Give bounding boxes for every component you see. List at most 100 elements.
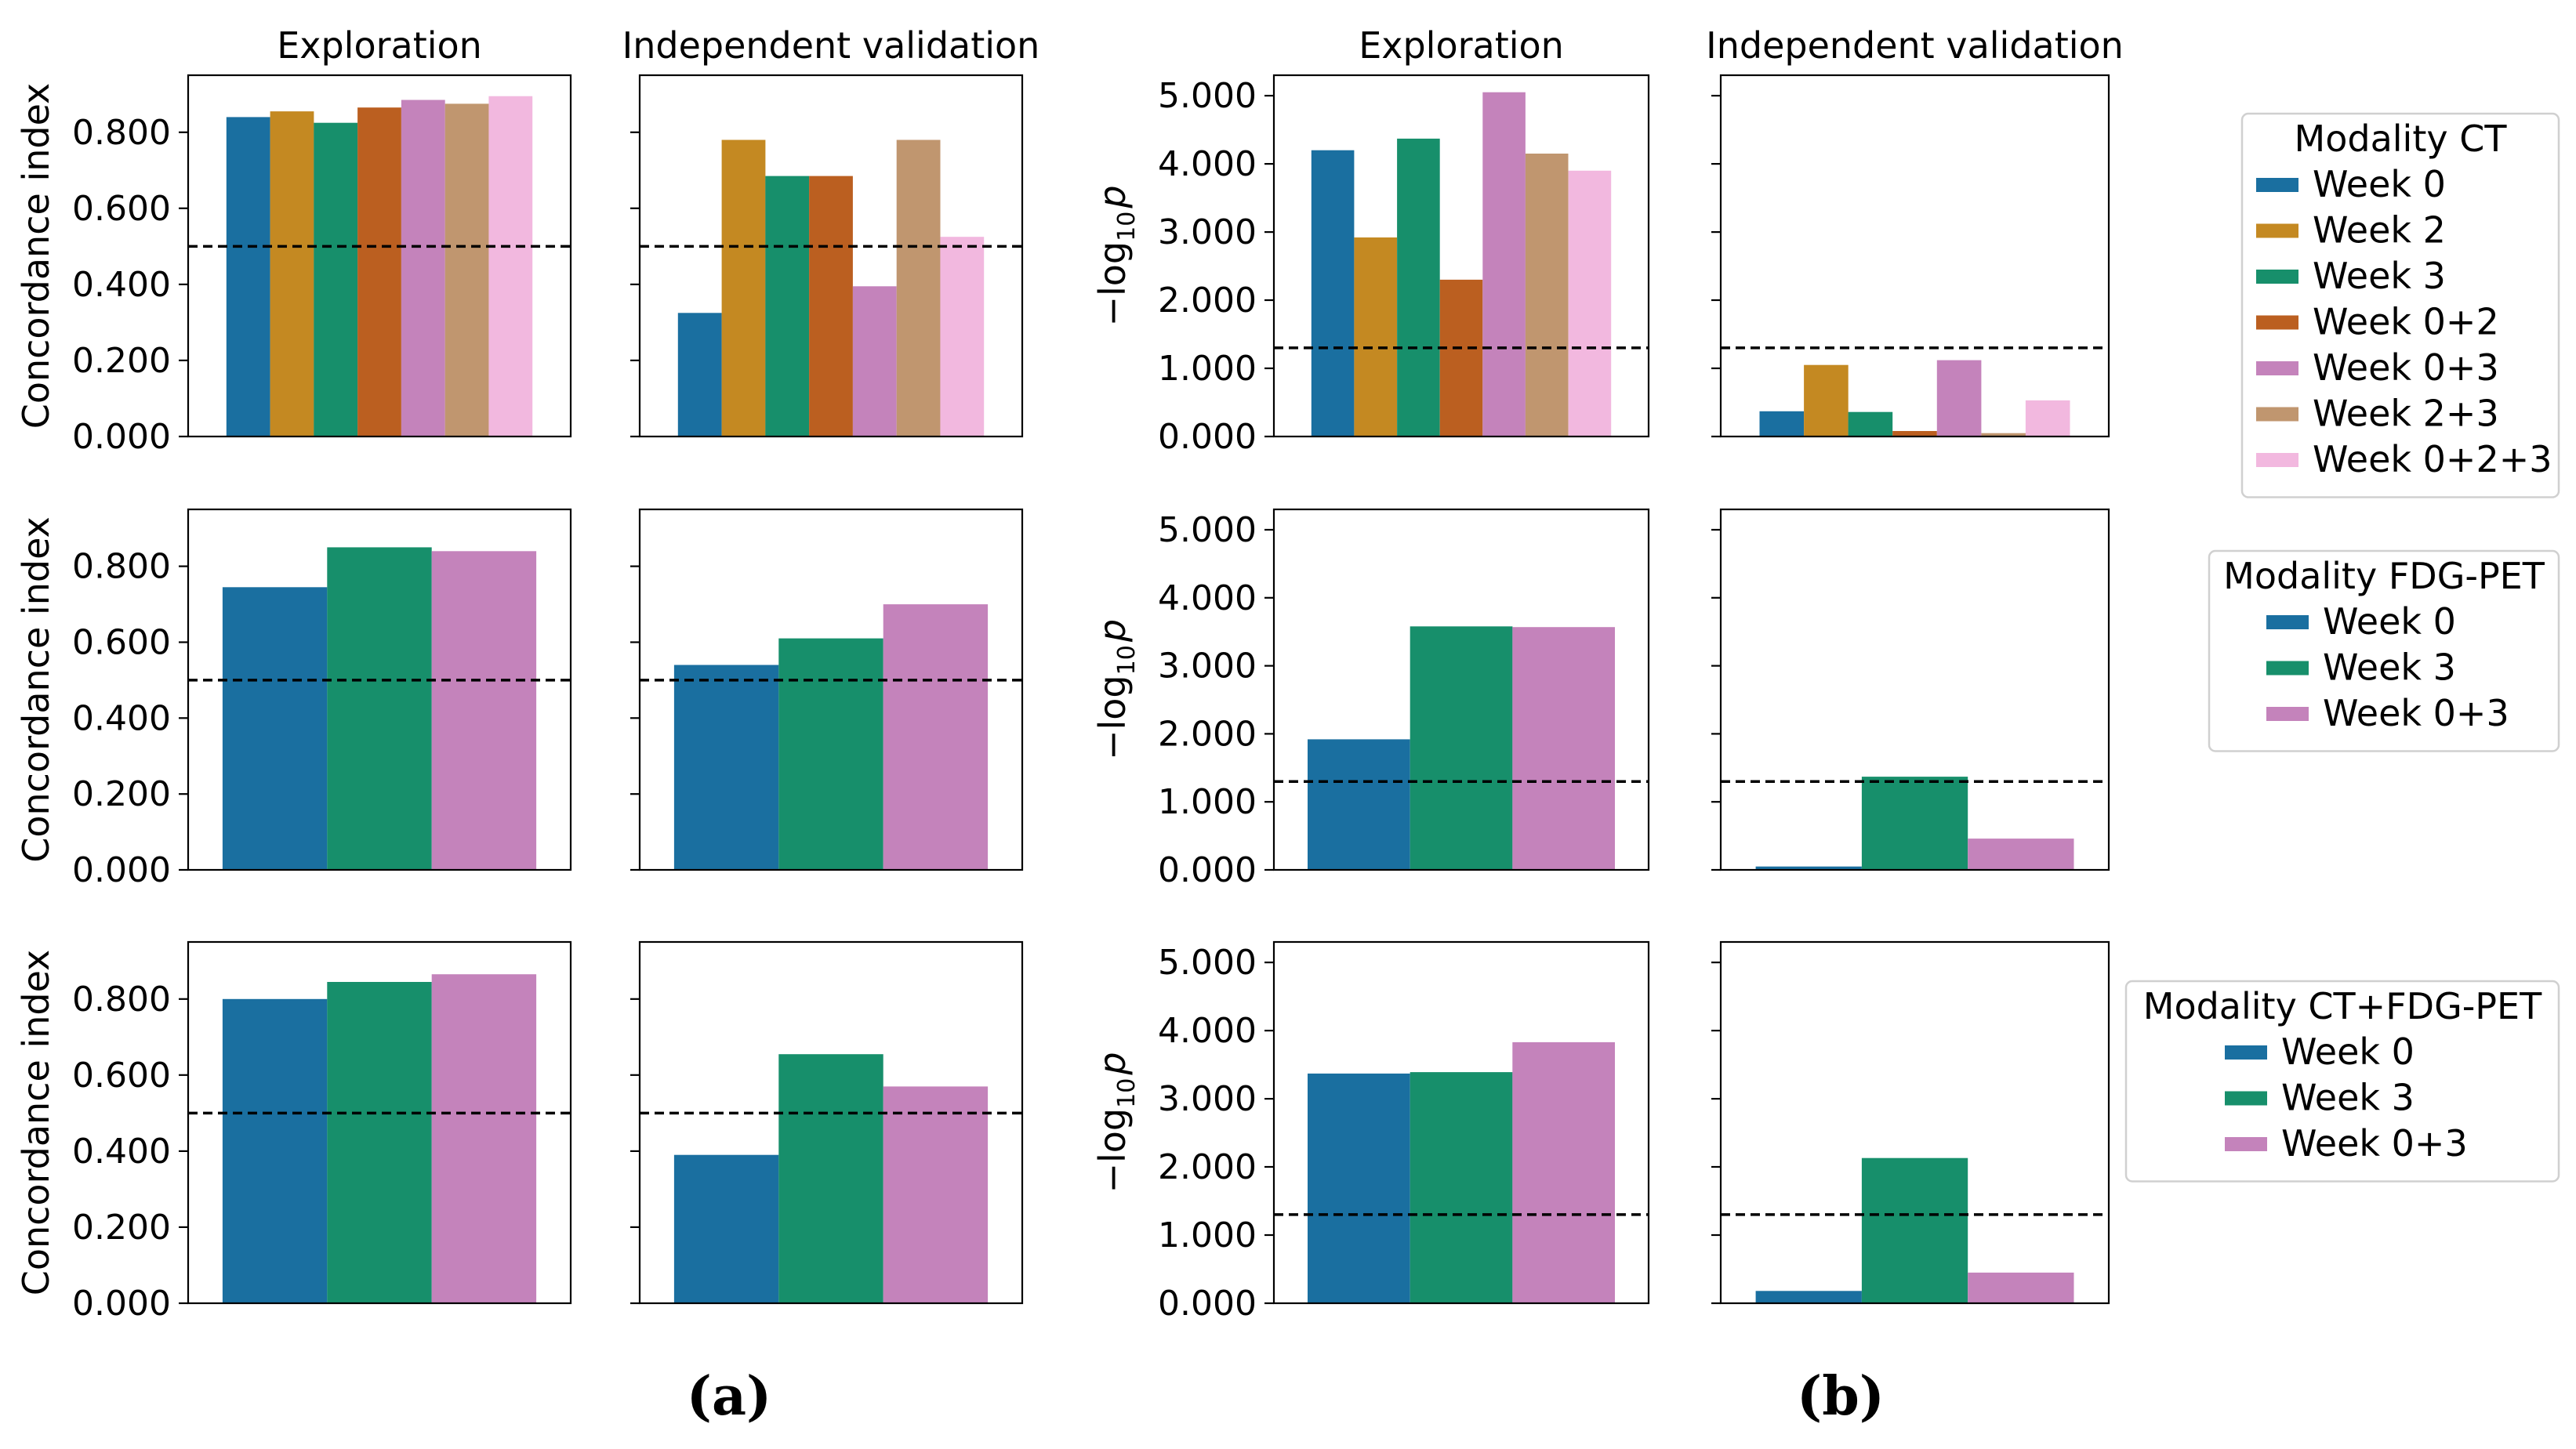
legend-entry-label: Week 2: [2313, 209, 2446, 252]
y-tick-label: 0.000: [1158, 1284, 1257, 1324]
legend-entry-label: Week 0+2+3: [2313, 438, 2552, 480]
y-tick-label: 3.000: [1158, 212, 1257, 252]
legend-entry-label: Week 0+3: [2281, 1122, 2468, 1165]
bar-week-0-2-3: [2025, 400, 2070, 437]
legend-frame: [2240, 112, 2560, 498]
y-tick-label: 0.800: [72, 547, 171, 587]
y-tick-label: 0.000: [1158, 850, 1257, 890]
bar-week-0-3: [883, 604, 989, 870]
chart-r1-c2: 0.000 1.000 2.000 3.000 4.000 5.000 −log10p: [1091, 508, 1650, 890]
y-tick-label: 0.000: [72, 417, 171, 457]
bar-week-0-3: [1512, 627, 1615, 870]
bar-week-3: [327, 547, 432, 870]
y-tick-label: 0.600: [72, 623, 171, 663]
bar-week-0-3: [1936, 360, 1982, 437]
bar-week-0-3: [1968, 1272, 2074, 1303]
bar-week-3: [778, 1054, 883, 1303]
legend-swatch: [2266, 615, 2309, 629]
panel-label-b: (b): [1797, 1365, 1885, 1428]
chart-title: Exploration: [1359, 24, 1564, 67]
axes-frame: [187, 74, 572, 438]
bar-week-0: [1755, 866, 1862, 870]
y-tick-label: 0.800: [72, 113, 171, 153]
y-tick-label: 0.000: [72, 850, 171, 890]
legend-entry-label: Week 0: [2323, 600, 2456, 643]
y-label-var: p: [1091, 619, 1134, 643]
y-label-var: p: [1091, 185, 1134, 208]
legend-swatch: [2256, 361, 2298, 375]
chart-title: Independent validation: [1706, 24, 2124, 67]
legend-title: Modality CT+FDG-PET: [2143, 985, 2542, 1027]
legend-swatch: [2225, 1091, 2267, 1106]
bar-week-0-2-3: [940, 237, 985, 437]
axes-frame: [638, 940, 1024, 1305]
y-label-prefix: −log: [1091, 241, 1134, 327]
y-tick-label: 2.000: [1158, 1147, 1257, 1187]
bar-week-2: [721, 139, 766, 437]
bar-week-2: [1804, 364, 1849, 437]
bar-week-0-2-3: [488, 96, 533, 437]
bar-week-3: [314, 122, 358, 437]
legend-title: Modality CT: [2295, 118, 2508, 160]
chart-r2-c1: [630, 940, 1024, 1305]
y-tick-label: 0.200: [72, 341, 171, 381]
bar-week-0-3: [883, 1086, 989, 1303]
bar-week-0: [222, 998, 328, 1303]
legend-entry-label: Week 0+3: [2323, 692, 2509, 734]
chart-r2-c2: 0.000 1.000 2.000 3.000 4.000 5.000 −log10 p: [1091, 940, 1650, 1324]
panel-label-a: (a): [687, 1365, 771, 1428]
bar-week-3: [1861, 1157, 1968, 1303]
legend-swatch: [2256, 178, 2298, 192]
legend-swatch: [2225, 1137, 2267, 1151]
legend-frame: [2208, 549, 2560, 752]
y-label-subscript: 10: [1113, 212, 1141, 241]
bar-week-3: [1861, 777, 1968, 870]
chart-r1-c0: 0.000 0.200 0.400 0.600 0.800 Concordance ind…: [15, 508, 572, 890]
axes-frame: [1719, 508, 2110, 871]
bar-week-0-3: [431, 974, 537, 1303]
bar-week-2: [270, 111, 314, 437]
bar-week-0: [222, 587, 328, 870]
bar-week-2: [1354, 237, 1397, 437]
chart-r2-c3: [1711, 940, 2110, 1305]
bar-week-0-3: [1512, 1041, 1615, 1303]
bar-week-3: [765, 176, 810, 437]
legend-swatch: [2256, 453, 2298, 467]
chart-r1-c3: [1711, 508, 2110, 871]
y-tick-label: 4.000: [1158, 144, 1257, 184]
bar-week-0-3: [1482, 92, 1526, 437]
bar-week-3: [1410, 626, 1513, 870]
axes-frame: [187, 940, 572, 1305]
legend-swatch: [2256, 270, 2298, 284]
y-tick-label: 2.000: [1158, 714, 1257, 754]
axes-frame: [1272, 940, 1650, 1305]
legend-frame: [2124, 980, 2560, 1183]
axes-frame: [1719, 940, 2110, 1305]
bar-week-0: [1308, 739, 1410, 870]
y-tick-label: 0.000: [1158, 417, 1257, 457]
y-label-subscript: 10: [1113, 1078, 1141, 1108]
chart-r0-c2: 0.000 1.000 2.000 3.000 4.000 5.000 Exploratio…: [1091, 24, 1650, 457]
bar-week-2-3: [1981, 433, 2026, 437]
axes-frame: [187, 508, 572, 871]
y-tick-label: 0.400: [72, 698, 171, 738]
bar-week-0: [677, 313, 722, 437]
bar-week-2-3: [1525, 154, 1569, 437]
bar-week-0: [1308, 1073, 1410, 1303]
bar-week-0: [673, 1154, 779, 1303]
y-tick-label: 0.600: [72, 189, 171, 229]
bar-week-3: [1848, 411, 1893, 437]
axes-frame: [1272, 74, 1650, 438]
bar-week-2-3: [444, 103, 489, 437]
bar-week-3: [1397, 138, 1440, 437]
bar-week-0-2: [1892, 431, 1937, 437]
y-tick-label: 5.000: [1158, 76, 1257, 116]
legend-entry-label: Week 3: [2323, 647, 2456, 689]
y-tick-label: 0.200: [72, 774, 171, 814]
y-tick-label: 4.000: [1158, 1011, 1257, 1051]
chart-title: Exploration: [277, 24, 482, 67]
